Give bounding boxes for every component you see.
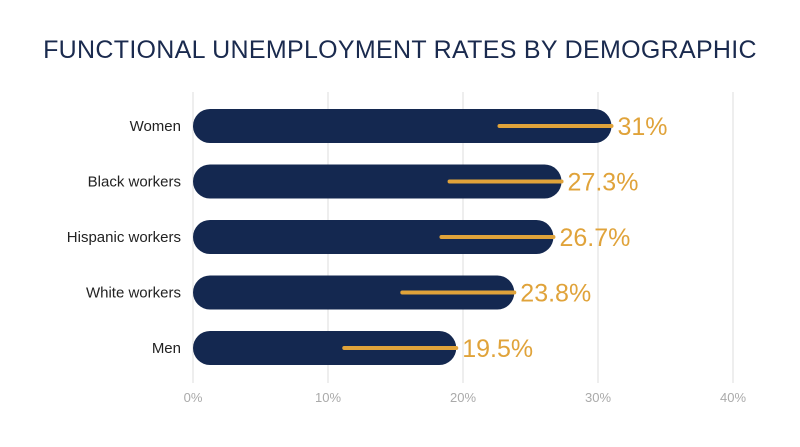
x-tick-label: 40% xyxy=(720,390,746,405)
category-label: Women xyxy=(130,118,181,135)
x-axis-ticks: 0% 10% 20% 30% 40% xyxy=(184,390,747,405)
x-tick-label: 0% xyxy=(184,390,203,405)
x-tick-label: 30% xyxy=(585,390,611,405)
category-label: White workers xyxy=(86,285,181,302)
data-label: 26.7% xyxy=(559,224,630,252)
bar xyxy=(193,220,554,254)
bar xyxy=(193,109,612,143)
x-tick-label: 10% xyxy=(315,390,341,405)
data-label: 23.8% xyxy=(520,280,591,308)
category-label: Black workers xyxy=(88,174,181,191)
data-label: 31% xyxy=(618,113,668,141)
data-label: 27.3% xyxy=(568,169,639,197)
bar xyxy=(193,164,562,199)
chart-title: FUNCTIONAL UNEMPLOYMENT RATES BY DEMOGRA… xyxy=(43,36,757,64)
bar xyxy=(193,275,515,310)
category-label: Men xyxy=(152,340,181,357)
bars: Women 31% Black workers 27.3% Hispanic worke… xyxy=(67,109,668,365)
bar xyxy=(193,331,457,365)
category-label: Hispanic workers xyxy=(67,229,181,246)
x-tick-label: 20% xyxy=(450,390,476,405)
data-label: 19.5% xyxy=(462,335,533,363)
